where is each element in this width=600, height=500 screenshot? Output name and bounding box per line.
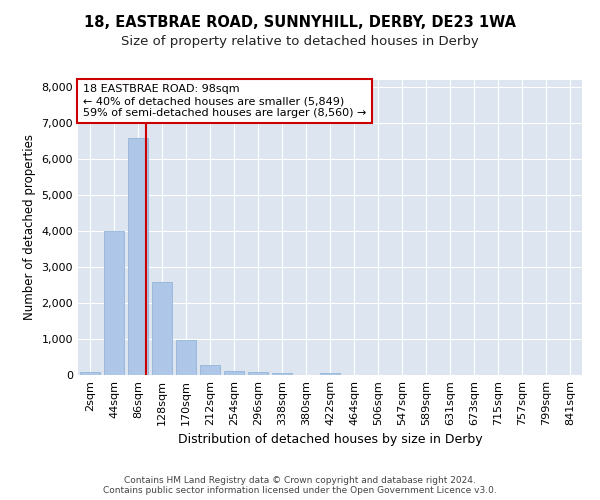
Bar [176, 340, 196, 375]
Bar [272, 373, 292, 375]
Bar [80, 372, 100, 375]
Y-axis label: Number of detached properties: Number of detached properties [23, 134, 36, 320]
Bar [224, 370, 244, 375]
Bar [200, 364, 220, 375]
Text: 18, EASTBRAE ROAD, SUNNYHILL, DERBY, DE23 1WA: 18, EASTBRAE ROAD, SUNNYHILL, DERBY, DE2… [84, 15, 516, 30]
Text: Size of property relative to detached houses in Derby: Size of property relative to detached ho… [121, 34, 479, 48]
Text: Contains HM Land Registry data © Crown copyright and database right 2024.
Contai: Contains HM Land Registry data © Crown c… [103, 476, 497, 495]
Bar [128, 138, 148, 375]
Bar [152, 282, 172, 375]
X-axis label: Distribution of detached houses by size in Derby: Distribution of detached houses by size … [178, 434, 482, 446]
Text: 18 EASTBRAE ROAD: 98sqm
← 40% of detached houses are smaller (5,849)
59% of semi: 18 EASTBRAE ROAD: 98sqm ← 40% of detache… [83, 84, 367, 117]
Bar [248, 372, 268, 375]
Bar [320, 373, 340, 375]
Bar [104, 231, 124, 375]
